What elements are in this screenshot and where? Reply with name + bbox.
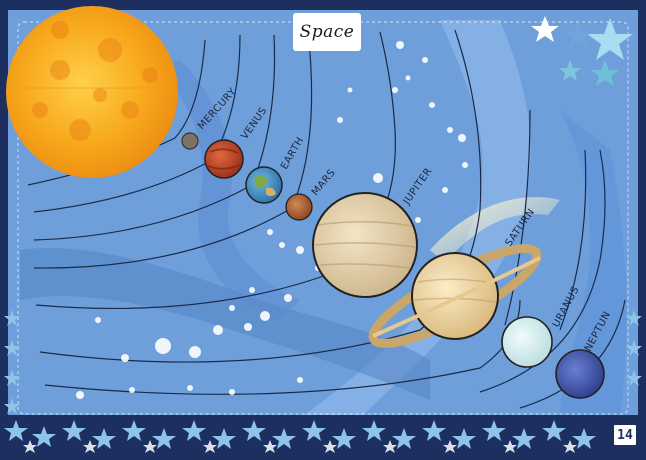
star-dots <box>76 41 468 399</box>
planet-mars <box>285 193 313 221</box>
poster-title: Space <box>293 13 361 51</box>
planet-mercury <box>181 132 199 150</box>
planet-neptun <box>555 349 605 399</box>
page-number: 14 <box>613 424 637 446</box>
planet-jupiter <box>312 192 418 298</box>
star-border <box>0 310 646 456</box>
sun-icon <box>6 6 178 178</box>
planet-venus <box>204 139 244 179</box>
planet-earth <box>245 166 283 204</box>
planet-saturn <box>368 244 542 348</box>
star-icon <box>531 16 633 86</box>
planet-uranus <box>501 316 553 368</box>
